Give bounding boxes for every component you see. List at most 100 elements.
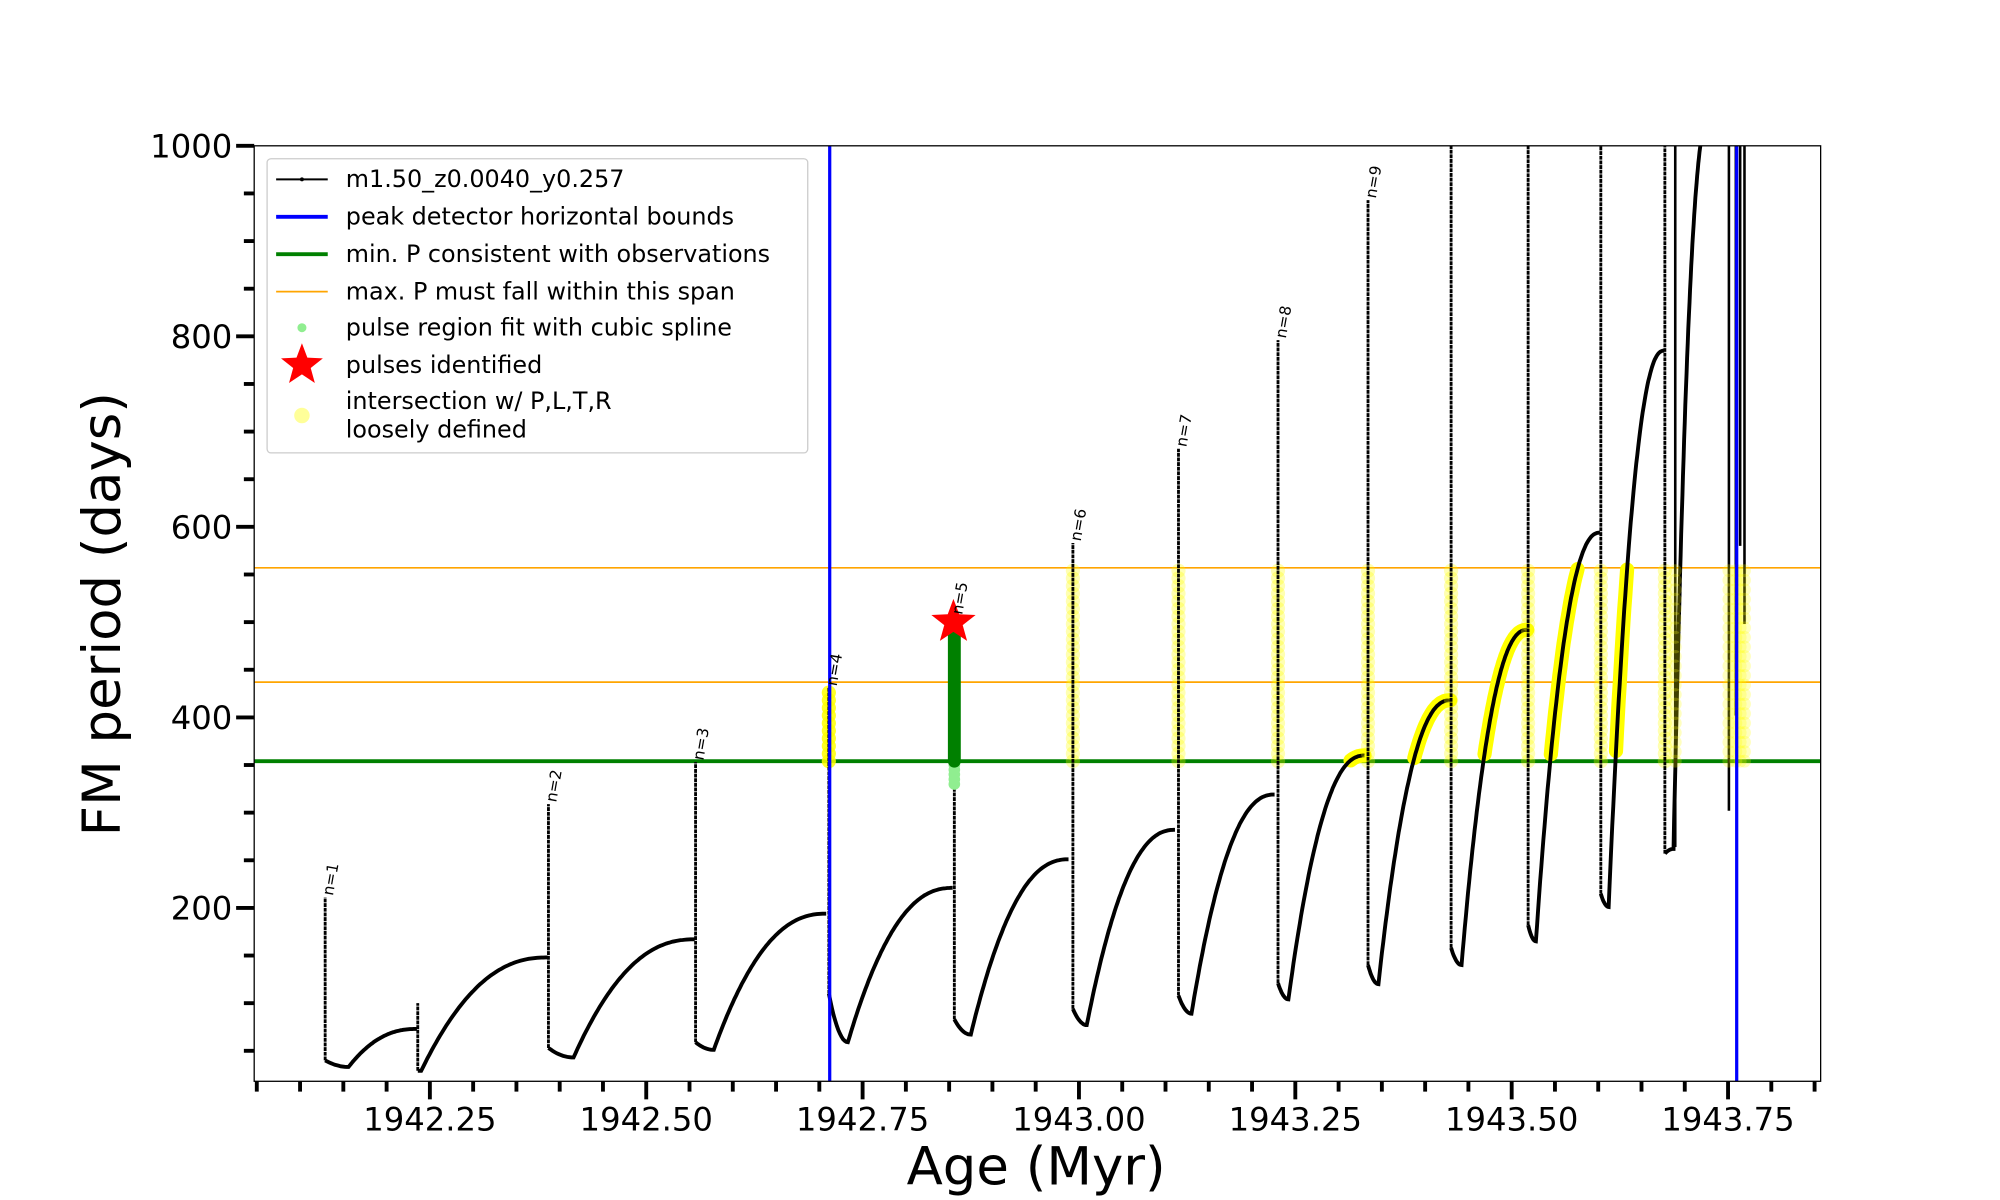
period-curve-segment [827, 885, 953, 1045]
period-curve-segment [1071, 827, 1175, 1027]
x-tick-label: 1942.25 [363, 1100, 496, 1138]
intersection-marker [1722, 602, 1736, 616]
intersection-marker [1668, 716, 1682, 730]
intersection-marker [1738, 754, 1751, 768]
intersection-marker [1444, 685, 1459, 700]
intersection-marker [1360, 647, 1376, 662]
plot-content: n=1 n=2 n=3 n=4 n=5 n=6 n=7 n=8 n=9 [254, 145, 1821, 1082]
intersection-marker [1171, 616, 1186, 632]
intersection-marker [1668, 611, 1682, 625]
legend-entry: m1.50_z0.0040_y0.257 [276, 165, 624, 193]
period-curve-segment [417, 955, 548, 1073]
intersection-marker [1722, 630, 1736, 644]
intersection-marker [1722, 659, 1736, 673]
y-axis-label: FM period (days) [72, 392, 133, 836]
legend-entry: peak detector horizontal bounds [276, 203, 734, 231]
period-curve-segment [1176, 792, 1275, 1016]
period-curve-segment [952, 857, 1069, 1037]
pulse-label: n=2 [542, 768, 565, 803]
intersection-marker [1668, 735, 1682, 749]
intersection-marker [1668, 688, 1682, 701]
intersection-marker [1657, 586, 1672, 601]
intersection-marker [1738, 640, 1751, 654]
intersection-marker [1444, 746, 1459, 761]
intersection-marker [1668, 649, 1682, 663]
intersection-marker [1668, 754, 1682, 768]
intersection-marker [1065, 616, 1080, 632]
intersection-marker [1738, 564, 1751, 578]
x-tick-label: 1943.25 [1229, 1100, 1362, 1138]
intersection-marker [1722, 726, 1736, 740]
intersection-marker [1738, 583, 1751, 597]
intersection-marker [1668, 678, 1682, 692]
legend-label: pulses identified [346, 351, 542, 379]
intersection-marker [1722, 621, 1736, 635]
intersection-marker [1722, 716, 1736, 730]
period-curve-segment [547, 937, 695, 1060]
intersection-marker [1722, 583, 1736, 597]
intersection-marker [1171, 594, 1186, 609]
legend-entry: pulse region fit with cubic spline [297, 313, 732, 341]
intersection-marker [1065, 746, 1080, 761]
legend-box [266, 158, 809, 454]
intersection-marker [1722, 697, 1736, 711]
intersection-marker [1738, 611, 1751, 625]
period-curve-segment [1526, 530, 1601, 944]
intersection-marker [1722, 678, 1736, 692]
intersection-marker [1521, 746, 1536, 761]
intersection-marker [1521, 662, 1536, 677]
intersection-marker [1593, 677, 1608, 693]
intersection-marker [1738, 602, 1751, 616]
intersection-marker [1360, 754, 1376, 769]
legend-label: min. P consistent with observations [346, 240, 770, 268]
intersection-marker [1668, 630, 1682, 644]
intersection-marker [1668, 697, 1682, 711]
period-curve-segment [1663, 145, 1703, 855]
period-curve-segment [1366, 698, 1451, 987]
intersection-marker [1738, 649, 1751, 663]
intersection-marker [1722, 592, 1736, 606]
pulse-label: n=8 [1272, 304, 1295, 339]
intersection-marker [1360, 670, 1376, 685]
y-tick-label: 1000 [150, 127, 232, 165]
intersection-marker [1360, 586, 1376, 601]
intersection-marker [1668, 592, 1682, 606]
y-tick-label: 200 [171, 890, 233, 928]
intersection-marker [1722, 649, 1736, 663]
y-tick-label: 400 [171, 699, 233, 737]
x-axis-label: Age (Myr) [907, 1137, 1166, 1198]
legend-dot-swatch [300, 177, 304, 182]
legend-entry: max. P must fall within this span [276, 277, 735, 305]
period-curve-segment [324, 1026, 417, 1069]
intersection-marker [1668, 564, 1682, 578]
intersection-marker [1668, 659, 1682, 673]
intersection-marker [1593, 700, 1608, 715]
intersection-marker [1668, 669, 1682, 682]
legend-entry: min. P consistent with observations [276, 240, 770, 268]
legend-entry: pulses identified [281, 343, 542, 383]
intersection-marker [1668, 745, 1682, 759]
intersection-marker [1722, 564, 1736, 578]
intersection-marker [1738, 745, 1751, 759]
pulse-label: n=4 [823, 652, 846, 687]
x-tick-label: 1943.00 [1012, 1100, 1145, 1138]
pulse-label: n=5 [948, 581, 971, 616]
intersection-marker [1668, 726, 1682, 740]
intersection-marker [1668, 640, 1682, 654]
intersection-marker [1657, 670, 1672, 685]
legend-label: intersection w/ P,L,T,R [346, 387, 612, 415]
legend-label: peak detector horizontal bounds [346, 203, 734, 231]
pulse-label: n=7 [1172, 413, 1195, 448]
intersection-marker [1270, 693, 1286, 708]
intersection-marker [1722, 611, 1736, 625]
intersection-marker [1171, 677, 1186, 693]
intersection-marker [1738, 726, 1751, 740]
period-curve-segment [1449, 627, 1528, 968]
intersection-marker [1668, 621, 1682, 635]
intersection-marker [1738, 716, 1751, 730]
intersection-marker [1270, 716, 1286, 731]
